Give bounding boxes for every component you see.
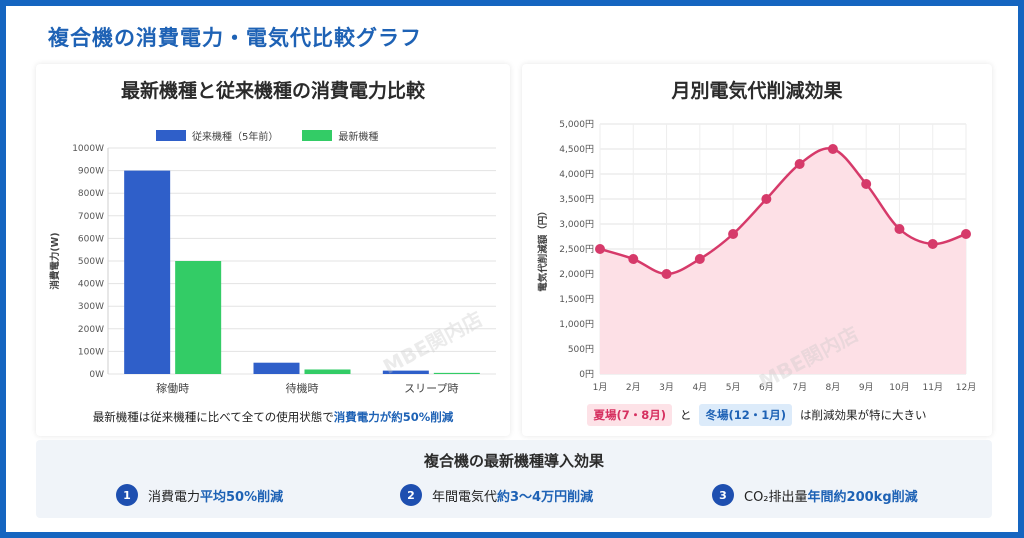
line-y-tick-label: 3,500円 bbox=[559, 194, 594, 205]
line-x-tick-label: 12月 bbox=[956, 382, 976, 393]
bar-y-tick-label: 0W bbox=[89, 370, 104, 380]
winter-tag: 冬場(12・1月) bbox=[699, 404, 793, 426]
bar-y-tick-label: 300W bbox=[78, 302, 104, 312]
bar-chart-title: 最新機種と従来機種の消費電力比較 bbox=[120, 80, 425, 102]
line-point bbox=[761, 194, 772, 204]
line-x-tick-label: 8月 bbox=[826, 382, 841, 393]
line-x-tick-label: 9月 bbox=[859, 382, 874, 393]
line-x-tick-label: 6月 bbox=[759, 382, 774, 393]
effect-highlight-1: 平均50%削減 bbox=[200, 489, 284, 505]
legend-swatch-old bbox=[156, 130, 186, 141]
effect-item-1: 1 消費電力平均50%削減 bbox=[116, 484, 283, 506]
line-y-tick-label: 0円 bbox=[579, 369, 594, 380]
effect-label-1: 消費電力 bbox=[148, 489, 201, 505]
legend-swatch-new bbox=[302, 130, 333, 141]
line-x-tick-label: 5月 bbox=[726, 382, 741, 393]
summer-tag: 夏場(7・8月) bbox=[587, 404, 672, 426]
bar-y-tick-label: 700W bbox=[78, 212, 104, 222]
benefits-summary: 複合機の最新機種導入効果 1 消費電力平均50%削減 2 年間電気代約3〜4万円… bbox=[36, 440, 992, 518]
bar-old bbox=[253, 362, 300, 374]
line-point bbox=[595, 244, 605, 254]
note-highlight: 消費電力が約50%削減 bbox=[333, 410, 454, 424]
note-text: 最新機種は従来機種に比べて全ての使用状態で bbox=[92, 410, 334, 424]
line-point bbox=[827, 144, 838, 154]
effect-highlight-2: 約3〜4万円削減 bbox=[497, 489, 594, 505]
legend-label-new: 最新機種 bbox=[338, 132, 379, 143]
effect-highlight-3: 年間約200kg削減 bbox=[807, 489, 918, 505]
bar-new bbox=[304, 369, 351, 374]
bar-y-tick-label: 400W bbox=[78, 280, 104, 290]
effect-number-3: 3 bbox=[712, 484, 734, 506]
line-y-tick-label: 4,500円 bbox=[559, 144, 594, 155]
line-y-tick-label: 4,000円 bbox=[559, 169, 594, 180]
line-y-tick-label: 1,000円 bbox=[559, 319, 594, 330]
bar-y-axis-label: 消費電力(W) bbox=[49, 232, 61, 289]
effect-label-2: 年間電気代 bbox=[432, 489, 498, 505]
legend-item-old: 従来機種（5年前） bbox=[156, 128, 278, 143]
line-x-tick-label: 10月 bbox=[889, 382, 909, 393]
summary-title: 複合機の最新機種導入効果 bbox=[423, 452, 604, 470]
line-point bbox=[728, 229, 739, 239]
bar-y-tick-label: 500W bbox=[78, 257, 104, 267]
bar-y-tick-label: 200W bbox=[78, 325, 104, 335]
bar-new bbox=[433, 372, 480, 374]
line-y-tick-label: 2,500円 bbox=[559, 244, 594, 255]
line-x-tick-label: 3月 bbox=[659, 382, 674, 393]
effect-label-3: CO₂排出量 bbox=[744, 489, 808, 505]
line-point bbox=[927, 239, 938, 249]
note-suffix: は削減効果が特に大きい bbox=[800, 408, 927, 422]
effect-number-1: 1 bbox=[116, 484, 138, 506]
line-x-tick-label: 7月 bbox=[792, 382, 807, 393]
bar-chart-note: 最新機種は従来機種に比べて全ての使用状態で消費電力が約50%削減 bbox=[36, 409, 510, 425]
monthly-saving-panel: 月別電気代削減効果 0円 500円 1,000円 1,500円 2,000円 2,500円… bbox=[522, 64, 992, 436]
infographic-frame: 複合機の消費電力・電気代比較グラフ 最新機種と従来機種の消費電力比較 従来機種（… bbox=[6, 6, 1018, 532]
line-point bbox=[628, 254, 639, 264]
line-point bbox=[794, 159, 805, 169]
line-chart-note: 夏場(7・8月) と 冬場(12・1月) は削減効果が特に大きい bbox=[522, 404, 992, 426]
line-point bbox=[861, 179, 872, 189]
line-y-axis-label: 電気代削減額（円） bbox=[537, 206, 549, 292]
bar-chart: 0W 100W 200W 300W 400W 500W 600W 700W 800W 900W 10… bbox=[49, 144, 496, 395]
line-x-tick-label: 1月 bbox=[593, 382, 608, 393]
line-y-tick-label: 3,000円 bbox=[559, 219, 594, 230]
line-y-tick-label: 1,500円 bbox=[559, 294, 594, 305]
bar-old bbox=[382, 370, 429, 374]
bar-x-tick-label: 待機時 bbox=[286, 381, 319, 395]
effect-item-3: 3 CO₂排出量年間約200kg削減 bbox=[712, 484, 918, 506]
bar-y-tick-label: 100W bbox=[78, 347, 104, 357]
connector-text: と bbox=[679, 408, 692, 422]
watermark-text: MBE関内店 bbox=[379, 307, 486, 379]
line-point bbox=[694, 254, 705, 264]
line-point bbox=[661, 269, 672, 279]
line-area-fill bbox=[600, 148, 966, 374]
page-title: 複合機の消費電力・電気代比較グラフ bbox=[48, 26, 422, 50]
line-x-tick-label: 11月 bbox=[923, 382, 943, 393]
line-point bbox=[961, 229, 971, 239]
line-x-tick-label: 4月 bbox=[692, 382, 707, 393]
bar-old bbox=[124, 170, 171, 374]
bar-y-tick-label: 900W bbox=[78, 167, 104, 177]
line-x-tick-label: 2月 bbox=[626, 382, 641, 393]
line-y-tick-label: 5,000円 bbox=[559, 119, 594, 130]
line-chart: 0円 500円 1,000円 1,500円 2,000円 2,500円 3,000円 3,50… bbox=[537, 119, 976, 394]
bar-x-tick-label: 稼働時 bbox=[156, 381, 189, 395]
bar-y-tick-label: 1000W bbox=[72, 144, 104, 154]
bar-y-tick-label: 800W bbox=[78, 189, 104, 199]
legend-label-old: 従来機種（5年前） bbox=[192, 132, 279, 143]
effect-item-2: 2 年間電気代約3〜4万円削減 bbox=[400, 484, 593, 506]
effect-number-2: 2 bbox=[400, 484, 422, 506]
bar-y-tick-label: 600W bbox=[78, 234, 104, 244]
line-y-tick-label: 2,000円 bbox=[559, 269, 594, 280]
line-chart-title: 月別電気代削減効果 bbox=[671, 80, 843, 102]
bar-chart-legend: 従来機種（5年前） 最新機種 bbox=[156, 128, 378, 143]
power-comparison-panel: 最新機種と従来機種の消費電力比較 従来機種（5年前） 最新機種 0W 100W 20… bbox=[36, 64, 510, 436]
bar-x-tick-label: スリープ時 bbox=[404, 382, 458, 395]
line-point bbox=[894, 224, 905, 234]
line-y-tick-label: 500円 bbox=[568, 344, 594, 355]
bar-new bbox=[175, 261, 222, 374]
legend-item-new: 最新機種 bbox=[302, 128, 378, 143]
